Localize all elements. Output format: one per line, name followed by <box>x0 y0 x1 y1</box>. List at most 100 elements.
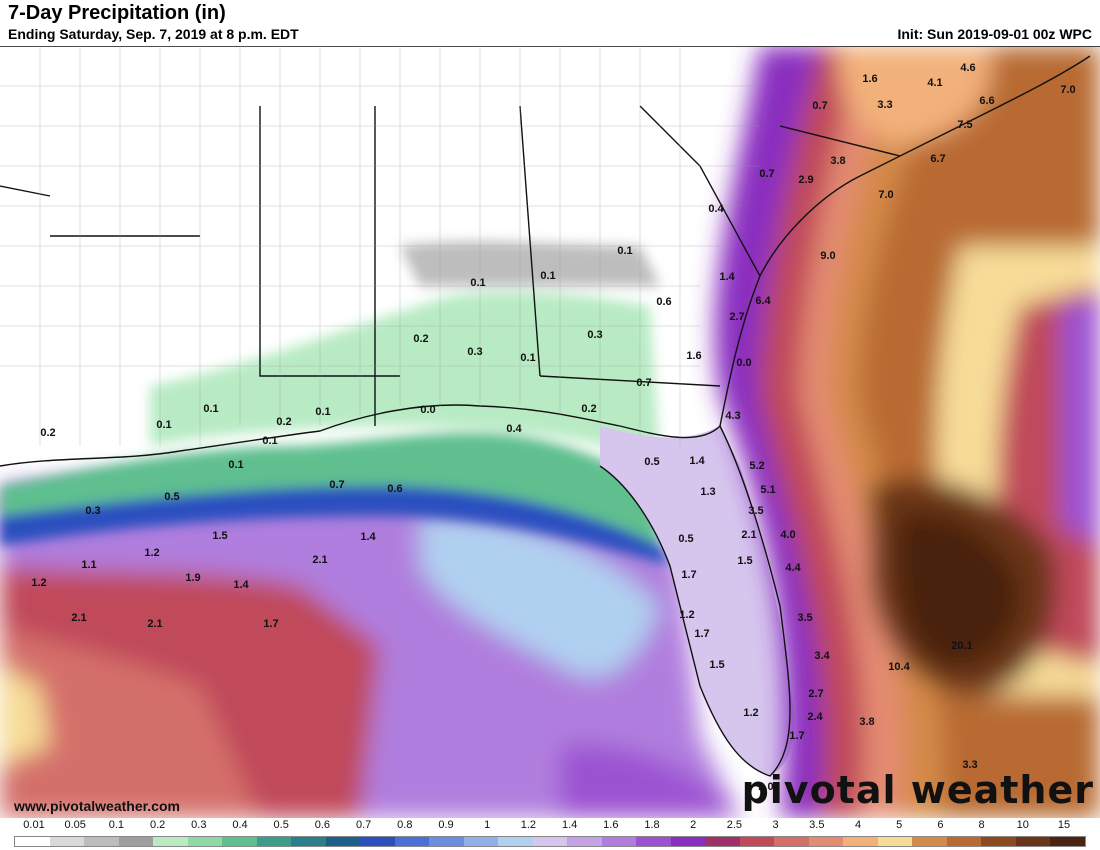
legend-tick-label: 0.2 <box>149 819 166 831</box>
precip-value-label: 7.0 <box>1060 84 1075 96</box>
legend-swatch <box>222 837 257 846</box>
legend-tick-label: 0.6 <box>314 819 331 831</box>
precip-value-label: 4.3 <box>725 410 740 422</box>
precip-value-label: 0.7 <box>812 100 827 112</box>
precip-value-label: 3.5 <box>748 505 763 517</box>
precip-value-label: 1.7 <box>789 730 804 742</box>
precip-value-label: 2.7 <box>808 688 823 700</box>
precip-value-label: 1.4 <box>233 579 249 591</box>
legend-tick-label: 0.05 <box>64 819 86 831</box>
legend-tick-label: 0.3 <box>191 819 207 831</box>
precip-value-label: 4.4 <box>785 562 801 574</box>
legend-swatch <box>187 837 223 846</box>
model-init-time: Init: Sun 2019-09-01 00z WPC <box>897 26 1092 42</box>
legend-tick-label: 0.5 <box>273 819 289 831</box>
precip-value-label: 1.6 <box>862 73 877 85</box>
legend-tick-label: 0.8 <box>397 819 413 831</box>
legend-tick-label: 2.5 <box>726 819 743 831</box>
legend-swatch <box>808 837 844 846</box>
legend-tick-label: 1.2 <box>520 819 537 831</box>
legend-tick-label: 3.5 <box>809 819 825 831</box>
precip-value-label: 3.3 <box>877 99 892 111</box>
legend-swatch <box>981 837 1016 846</box>
precip-value-label: 0.3 <box>467 346 482 358</box>
precip-value-label: 0.1 <box>203 403 218 415</box>
precip-value-label: 0.1 <box>262 435 277 447</box>
legend-swatch <box>877 837 913 846</box>
legend-swatch <box>394 837 430 846</box>
precip-value-label: 7.5 <box>957 119 972 131</box>
legend-swatch <box>532 837 568 846</box>
color-legend: 0.01 0.05 0.1 0.2 0.3 0.4 0.5 0.6 0.7 0.8 0.9 1 1.2 1… <box>0 818 1100 850</box>
precip-value-label: 4.6 <box>960 62 975 74</box>
precip-value-label: 1.4 <box>689 455 705 467</box>
website-url: www.pivotalweather.com <box>14 798 180 814</box>
precip-value-label: 0.5 <box>644 456 659 468</box>
precip-value-label: 1.4 <box>719 271 735 283</box>
precip-value-label: 0.4 <box>708 203 724 215</box>
legend-swatch <box>291 837 326 846</box>
precip-value-label: 0.2 <box>413 333 428 345</box>
county-lines <box>0 46 760 446</box>
precip-value-label: 0.1 <box>156 419 171 431</box>
legend-swatch <box>498 837 533 846</box>
precip-value-label: 3.3 <box>962 759 977 771</box>
legend-swatch <box>567 837 602 846</box>
legend-tick-label: 1.6 <box>603 819 619 831</box>
legend-tick-label: 15 <box>1057 819 1071 831</box>
precip-value-label: 0.5 <box>678 533 693 545</box>
brand-logo: pivotal weather <box>741 768 1094 812</box>
precip-value-label: 0.7 <box>759 168 774 180</box>
precip-value-label: 1.2 <box>144 547 159 559</box>
legend-tick-label: 4 <box>854 819 862 831</box>
atlantic-precip-swath <box>714 46 1100 818</box>
precip-value-label: 5.2 <box>749 460 764 472</box>
legend-swatch <box>601 837 637 846</box>
precip-value-label: 1.2 <box>743 707 758 719</box>
precip-value-label: 20.1 <box>951 640 972 652</box>
precip-value-label: 7.0 <box>878 189 893 201</box>
precip-value-label: 2.7 <box>729 311 744 323</box>
precip-value-label: 1.6 <box>686 350 701 362</box>
precip-value-label: 0.2 <box>581 403 596 415</box>
precip-value-label: 0.6 <box>656 296 671 308</box>
precip-value-label: 6.7 <box>930 153 945 165</box>
precip-value-label: 0.0 <box>736 357 751 369</box>
precip-value-label: 0.1 <box>228 459 243 471</box>
legend-swatch <box>325 837 361 846</box>
legend-tick-label: 0.4 <box>232 819 248 831</box>
precip-value-labels: 1.6 4.6 4.1 7.0 6.6 0.7 3.3 7.5 6.7 3.8 0.7 2.9 7.0 0… <box>31 62 1075 793</box>
legend-tick-label: 0.9 <box>438 819 454 831</box>
legend-swatch <box>636 837 671 846</box>
precip-value-label: 2.1 <box>312 554 327 566</box>
legend-tick-label: 1 <box>484 819 491 831</box>
coastal-green-band <box>0 241 670 566</box>
map-title: 7-Day Precipitation (in) <box>8 2 226 24</box>
precip-value-label: 0.1 <box>470 277 485 289</box>
legend-colorbar <box>14 836 1086 847</box>
legend-swatch <box>118 837 154 846</box>
precip-value-label: 3.8 <box>830 155 845 167</box>
precip-value-label: 1.2 <box>31 577 46 589</box>
legend-swatch <box>153 837 188 846</box>
legend-tick-label: 10 <box>1016 819 1029 831</box>
precip-value-label: 4.1 <box>927 77 942 89</box>
legend-swatch <box>705 837 740 846</box>
precip-value-label: 0.3 <box>587 329 602 341</box>
precip-value-label: 1.1 <box>81 559 96 571</box>
precip-value-label: 0.6 <box>387 483 402 495</box>
legend-swatch <box>463 837 499 846</box>
legend-swatch <box>774 837 809 846</box>
precip-value-label: 1.2 <box>679 609 694 621</box>
precip-value-label: 3.4 <box>814 650 830 662</box>
legend-tick-label: 5 <box>896 819 903 831</box>
precip-value-label: 0.2 <box>40 427 55 439</box>
legend-swatch <box>912 837 947 846</box>
legend-tick-label: 3 <box>772 819 779 831</box>
legend-swatch <box>946 837 982 846</box>
precip-value-label: 0.4 <box>506 423 522 435</box>
legend-tick-label: 0.1 <box>108 819 125 831</box>
legend-tick-label: 0.01 <box>23 819 45 831</box>
legend-tick-label: 1.4 <box>561 819 578 831</box>
precip-value-label: 0.1 <box>315 406 330 418</box>
